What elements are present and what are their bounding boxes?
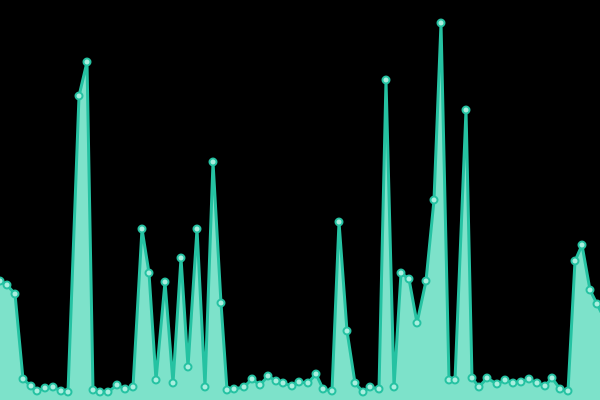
data-point-marker: [74, 91, 84, 101]
data-point-marker: [10, 289, 20, 299]
data-point-marker: [358, 387, 368, 397]
data-point-marker: [160, 277, 170, 287]
data-point-marker: [2, 280, 12, 290]
data-point-marker: [381, 75, 391, 85]
data-point-marker: [137, 224, 147, 234]
data-point-marker: [247, 374, 257, 384]
data-point-marker: [56, 386, 66, 396]
data-point-marker: [120, 384, 130, 394]
data-point-marker: [88, 385, 98, 395]
data-point-marker: [570, 256, 580, 266]
data-point-marker: [429, 195, 439, 205]
data-point-marker: [95, 387, 105, 397]
data-point-marker: [508, 378, 518, 388]
data-point-marker: [82, 57, 92, 67]
data-point-marker: [450, 375, 460, 385]
data-point-marker: [112, 380, 122, 390]
data-point-marker: [482, 373, 492, 383]
data-point-marker: [577, 240, 587, 250]
data-point-marker: [18, 374, 28, 384]
data-point-marker: [255, 380, 265, 390]
data-point-marker: [516, 377, 526, 387]
data-point-marker: [547, 373, 557, 383]
data-point-marker: [151, 375, 161, 385]
data-point-marker: [555, 384, 565, 394]
data-point-marker: [103, 387, 113, 397]
data-point-marker: [128, 382, 138, 392]
data-point-marker: [287, 381, 297, 391]
data-point-marker: [585, 285, 595, 295]
data-point-marker: [474, 382, 484, 392]
data-point-marker: [563, 386, 573, 396]
data-point-marker: [216, 298, 226, 308]
data-point-marker: [342, 326, 352, 336]
data-point-marker: [350, 378, 360, 388]
data-point-marker: [263, 371, 273, 381]
data-point-marker: [200, 382, 210, 392]
data-point-marker: [389, 382, 399, 392]
data-point-marker: [524, 374, 534, 384]
data-point-marker: [40, 383, 50, 393]
data-point-marker: [32, 386, 42, 396]
data-point-marker: [294, 377, 304, 387]
data-point-marker: [396, 268, 406, 278]
data-point-marker: [327, 386, 337, 396]
data-point-marker: [229, 384, 239, 394]
data-point-marker: [208, 157, 218, 167]
data-point-marker: [500, 375, 510, 385]
data-point-marker: [0, 276, 5, 286]
data-point-marker: [239, 382, 249, 392]
data-point-marker: [318, 384, 328, 394]
data-point-marker: [592, 299, 600, 309]
data-point-marker: [461, 105, 471, 115]
data-point-marker: [278, 378, 288, 388]
data-point-marker: [183, 362, 193, 372]
data-point-marker: [334, 217, 344, 227]
data-point-marker: [303, 378, 313, 388]
data-point-marker: [412, 318, 422, 328]
data-point-marker: [492, 379, 502, 389]
data-point-marker: [365, 382, 375, 392]
data-point-marker: [532, 378, 542, 388]
data-point-marker: [222, 385, 232, 395]
data-point-marker: [436, 18, 446, 28]
data-point-marker: [63, 387, 73, 397]
data-point-marker: [26, 381, 36, 391]
data-point-marker: [192, 224, 202, 234]
data-point-marker: [467, 373, 477, 383]
data-point-marker: [144, 268, 154, 278]
data-point-marker: [271, 376, 281, 386]
data-point-marker: [540, 381, 550, 391]
data-point-marker: [168, 378, 178, 388]
data-point-marker: [421, 276, 431, 286]
data-point-marker: [176, 253, 186, 263]
data-point-marker: [404, 274, 414, 284]
data-point-marker: [48, 382, 58, 392]
data-point-marker: [311, 369, 321, 379]
data-point-marker: [374, 384, 384, 394]
data-point-markers: [0, 18, 600, 397]
